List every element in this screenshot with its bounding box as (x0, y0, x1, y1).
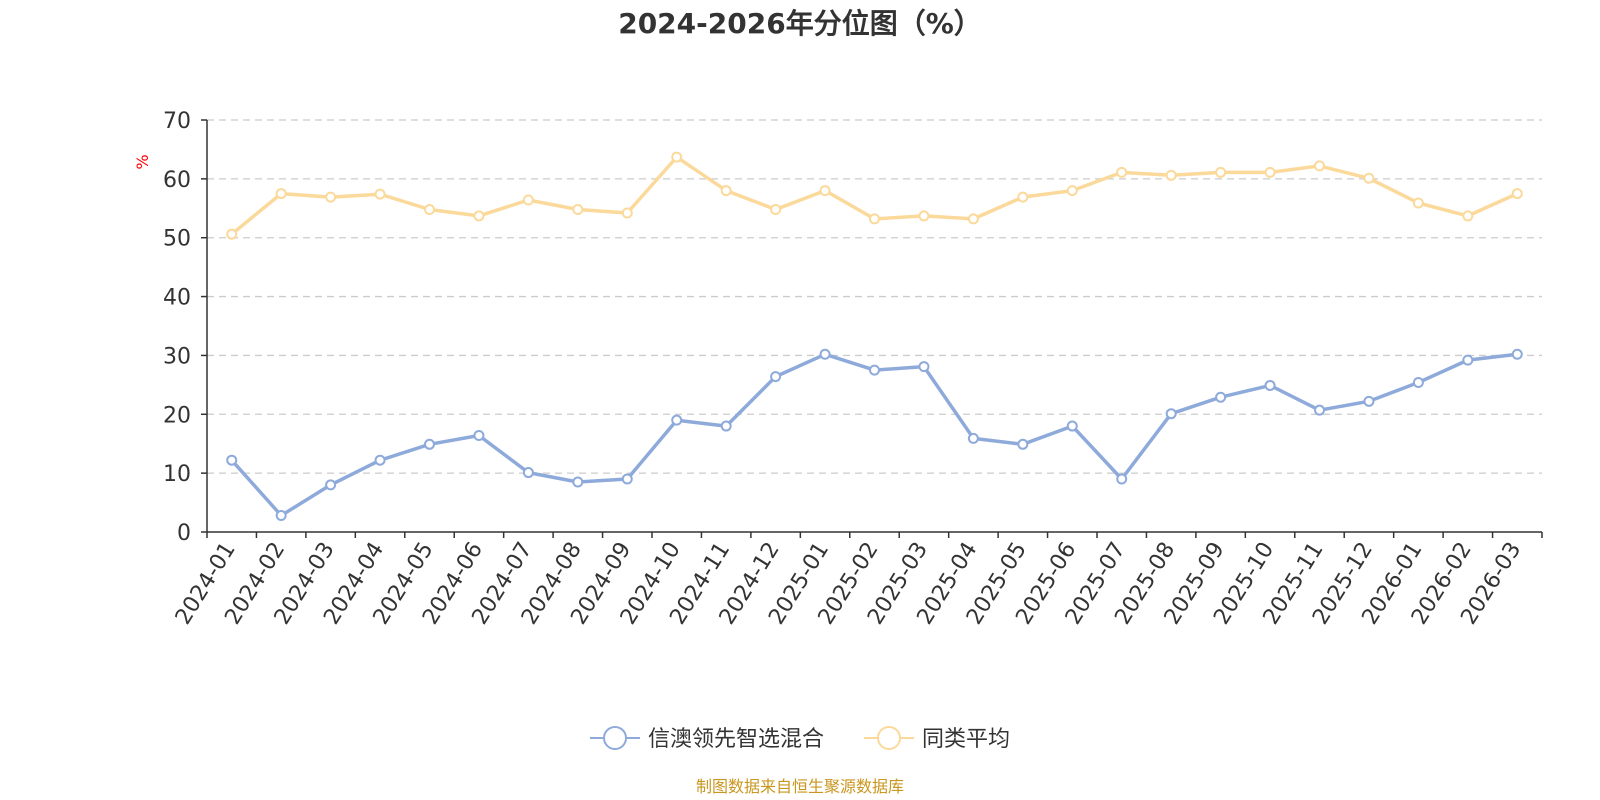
data-point (1116, 166, 1128, 178)
data-point (522, 194, 534, 206)
data-point (1511, 348, 1523, 360)
data-point (374, 188, 386, 200)
y-tick-label: 50 (163, 227, 191, 252)
data-point (522, 467, 534, 479)
data-point (1116, 473, 1128, 485)
data-point (819, 348, 831, 360)
data-point (967, 213, 979, 225)
data-point (1165, 408, 1177, 420)
data-point (1017, 438, 1029, 450)
y-tick-label: 10 (163, 462, 191, 487)
legend-marker (603, 726, 627, 750)
series-layer (226, 151, 1523, 522)
data-point (1165, 169, 1177, 181)
legend-label: 同类平均 (922, 727, 1010, 752)
data-point (770, 371, 782, 383)
data-point (621, 473, 633, 485)
data-point (1314, 160, 1325, 172)
data-point (1215, 166, 1227, 178)
data-point (424, 203, 435, 215)
legend-label: 信澳领先智选混合 (648, 727, 824, 752)
data-point (869, 364, 880, 376)
data-point (1462, 210, 1474, 222)
data-point (1412, 377, 1424, 389)
data-point (1412, 197, 1424, 209)
data-point (473, 210, 485, 222)
data-point (275, 188, 287, 200)
data-point (621, 207, 633, 219)
legend-item-1[interactable]: 同类平均 (864, 726, 1010, 752)
data-point (819, 185, 831, 197)
data-point (226, 454, 238, 466)
data-point (918, 210, 930, 222)
grid-lines (207, 119, 1542, 474)
data-point (275, 510, 287, 522)
data-point (869, 213, 880, 225)
data-point (1314, 404, 1325, 416)
data-point (671, 414, 683, 426)
data-point (572, 203, 584, 215)
chart-title: 2024-2026年分位图（%） (618, 7, 982, 40)
legend: 信澳领先智选混合 同类平均 (590, 726, 1010, 752)
data-point (1066, 420, 1078, 432)
data-point (967, 432, 979, 444)
data-point (1462, 354, 1474, 366)
y-axis-unit-label: % (133, 154, 152, 169)
legend-item-0[interactable]: 信澳领先智选混合 (590, 726, 824, 752)
data-point (1066, 185, 1078, 197)
data-point (770, 203, 782, 215)
data-point (720, 420, 732, 432)
data-point (325, 479, 337, 491)
y-tick-label: 70 (163, 109, 191, 134)
data-point (424, 438, 435, 450)
data-point (918, 361, 930, 373)
y-tick-label: 60 (163, 168, 191, 193)
data-point (1363, 172, 1375, 184)
y-tick-label: 30 (163, 344, 191, 369)
data-point (374, 454, 386, 466)
data-point (1017, 191, 1029, 203)
series-0 (226, 348, 1523, 522)
y-tick-label: 0 (177, 521, 191, 546)
data-point (1215, 391, 1227, 403)
series-1 (226, 151, 1523, 240)
data-point (1264, 166, 1276, 178)
data-point (226, 228, 238, 240)
y-tick-label: 20 (163, 403, 191, 428)
axes: 0102030405060702024-012024-022024-032024… (163, 109, 1543, 629)
series-line (230, 352, 1518, 518)
data-point (671, 151, 683, 163)
legend-marker (877, 726, 901, 750)
data-point (1511, 188, 1523, 200)
data-point (473, 429, 485, 441)
data-source-note: 制图数据来自恒生聚源数据库 (696, 777, 904, 796)
data-point (572, 476, 584, 488)
data-point (1363, 395, 1375, 407)
data-point (325, 191, 337, 203)
y-tick-label: 40 (163, 286, 191, 311)
data-point (1264, 379, 1276, 391)
data-point (720, 185, 732, 197)
